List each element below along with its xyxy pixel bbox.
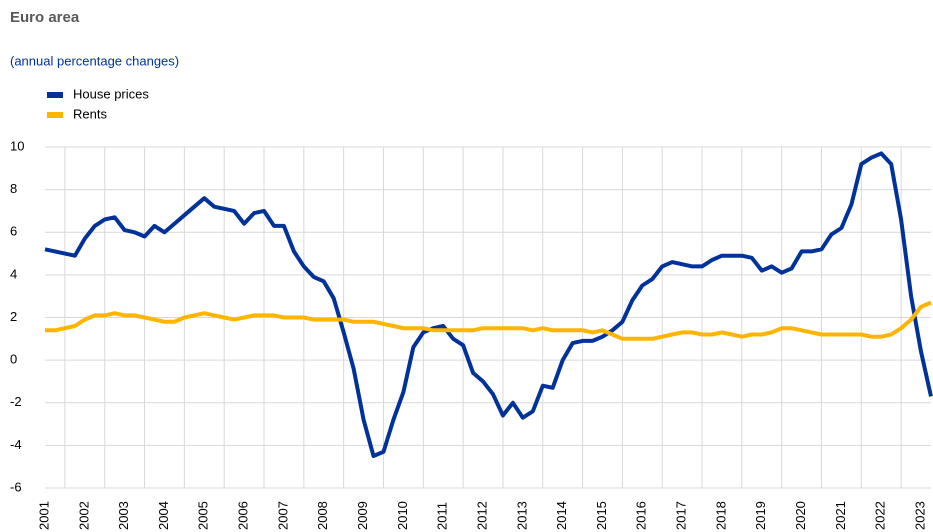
x-tick-label: 2006	[236, 501, 251, 530]
y-tick-label: 2	[10, 309, 17, 324]
x-tick-label: 2023	[912, 501, 927, 530]
x-tick-label: 2009	[355, 501, 370, 530]
y-tick-label: 0	[10, 352, 17, 367]
x-tick-label: 2002	[76, 501, 91, 530]
y-tick-label: 8	[10, 181, 17, 196]
x-tick-label: 2019	[753, 501, 768, 530]
x-tick-label: 2015	[594, 501, 609, 530]
x-tick-label: 2005	[196, 501, 211, 530]
y-tick-label: 10	[10, 138, 24, 153]
legend-swatch	[47, 92, 63, 98]
x-tick-label: 2021	[833, 501, 848, 530]
x-tick-label: 2004	[156, 501, 171, 530]
x-tick-label: 2010	[395, 501, 410, 530]
y-tick-label: 4	[10, 266, 17, 281]
x-tick-label: 2016	[634, 501, 649, 530]
x-tick-label: 2008	[315, 501, 330, 530]
chart-subtitle: (annual percentage changes)	[10, 53, 179, 68]
x-tick-label: 2018	[713, 501, 728, 530]
y-tick-label: -2	[10, 394, 22, 409]
x-tick-label: 2014	[554, 501, 569, 530]
x-tick-label: 2012	[474, 501, 489, 530]
x-tick-label: 2017	[674, 501, 689, 530]
x-tick-label: 2013	[514, 501, 529, 530]
x-tick-label: 2011	[435, 502, 450, 530]
legend-label: House prices	[73, 86, 149, 101]
x-tick-label: 2020	[793, 501, 808, 530]
y-tick-label: -6	[10, 479, 22, 494]
legend-swatch	[47, 112, 63, 118]
x-tick-label: 2022	[873, 501, 888, 530]
x-tick-label: 2001	[36, 501, 51, 530]
y-tick-label: 6	[10, 224, 17, 239]
chart-title: Euro area	[10, 9, 80, 26]
legend-label: Rents	[73, 106, 107, 121]
x-tick-label: 2003	[116, 501, 131, 530]
y-tick-label: -4	[10, 437, 22, 452]
x-tick-label: 2007	[275, 501, 290, 530]
data-line	[44, 151, 933, 458]
data-line	[45, 300, 932, 341]
